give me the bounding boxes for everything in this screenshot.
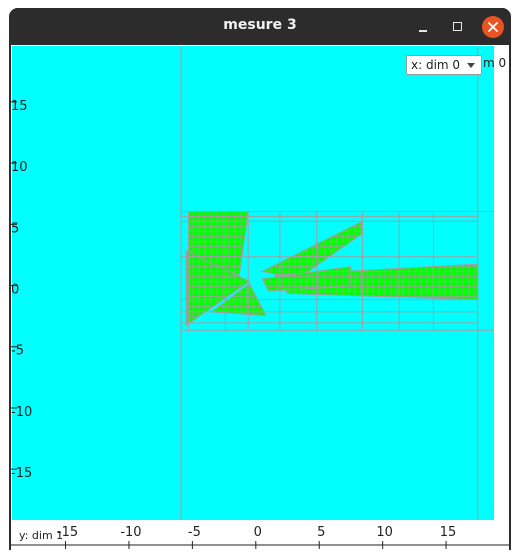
title-bar[interactable]: mesure 3 bbox=[9, 8, 511, 45]
close-button[interactable] bbox=[482, 16, 504, 38]
x-dimension-value: x: dim 0 bbox=[411, 58, 460, 72]
x-tick-label-4: 5 bbox=[317, 525, 325, 540]
x-tick-label-1: -10 bbox=[120, 525, 141, 540]
y-tick-label-2: 5 bbox=[11, 221, 19, 236]
maximize-button[interactable] bbox=[447, 16, 469, 38]
x-tick-label-5: 10 bbox=[376, 525, 393, 540]
y-dimension-label: y: dim 1 bbox=[19, 529, 63, 542]
minimize-button[interactable] bbox=[412, 16, 434, 38]
app-window: mesure 3 -15 -10 -5 0 5 10 15 15 10 5 0 -5 -10 -15 y: … bbox=[9, 8, 511, 550]
window-title: mesure 3 bbox=[9, 17, 511, 33]
close-icon bbox=[487, 21, 499, 33]
y-tick-label-6: -15 bbox=[11, 466, 32, 481]
chevron-down-icon bbox=[467, 63, 475, 68]
y-tick-label-1: 10 bbox=[11, 160, 28, 175]
plot-canvas[interactable]: -15 -10 -5 0 5 10 15 15 10 5 0 -5 -10 -15 y: dim 1 m 0… bbox=[11, 45, 509, 550]
x-tick-label-6: 15 bbox=[440, 525, 457, 540]
y-tick-label-5: -10 bbox=[11, 405, 32, 420]
x-dimension-select[interactable]: x: dim 0 bbox=[406, 55, 482, 75]
y-tick-label-0: 15 bbox=[11, 99, 28, 114]
y-tick-label-4: -5 bbox=[11, 344, 24, 359]
x-tick-label-3: 0 bbox=[254, 525, 262, 540]
y-tick-label-3: 0 bbox=[11, 283, 19, 298]
y-dim-clipped-label: m 0 bbox=[483, 56, 506, 70]
x-tick-label-2: -5 bbox=[188, 525, 201, 540]
